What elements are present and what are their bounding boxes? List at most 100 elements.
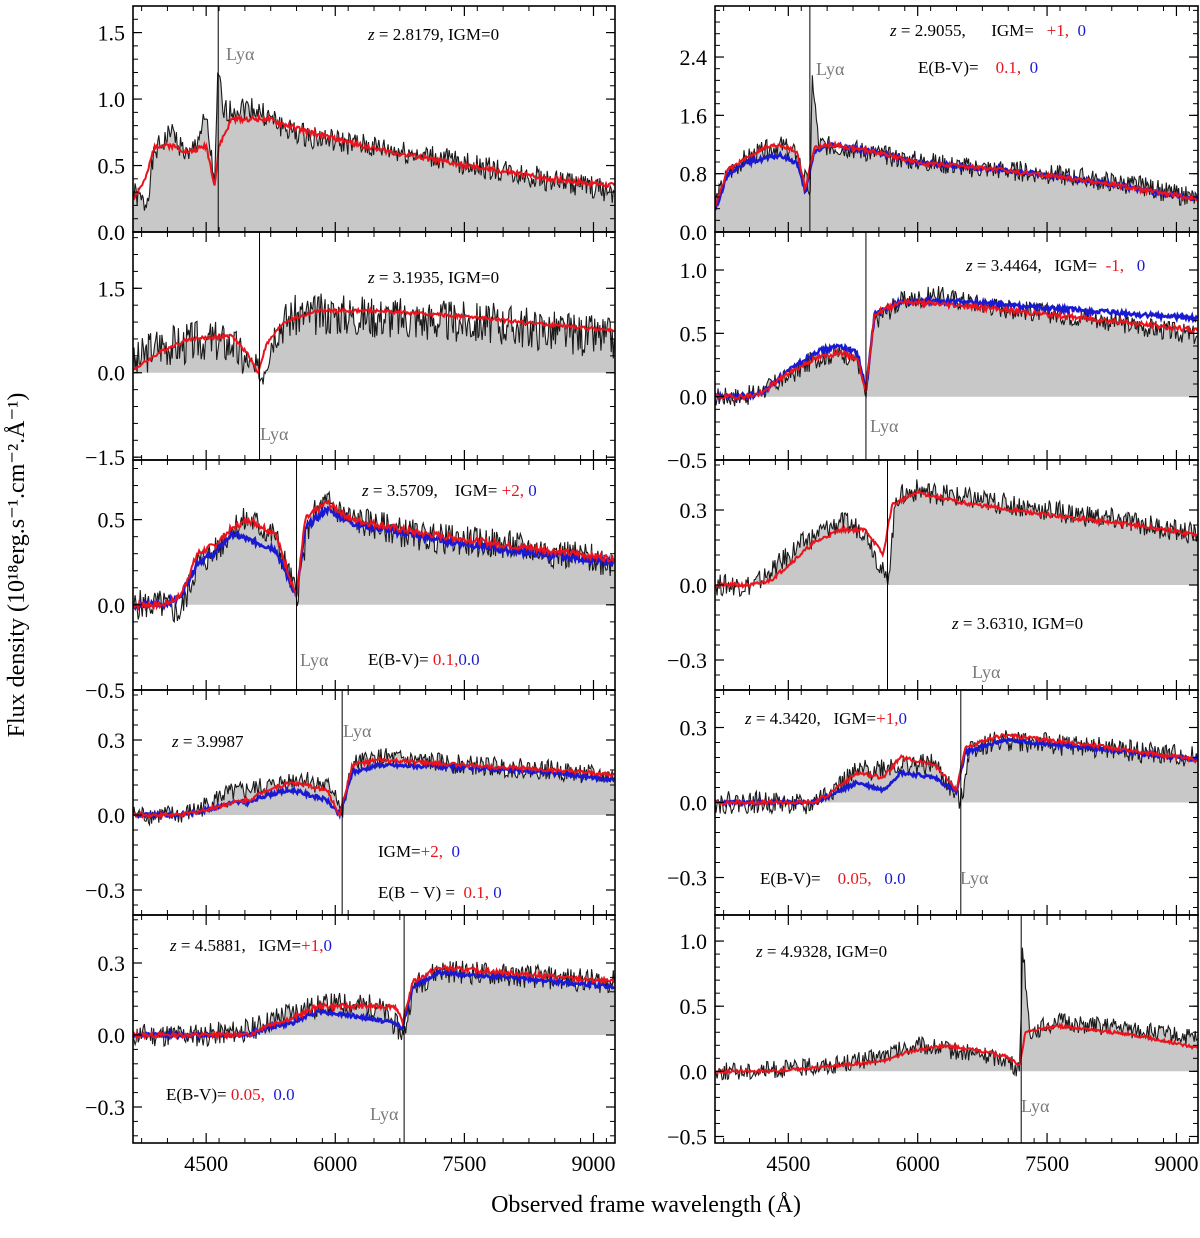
redshift-symbol: z xyxy=(744,709,752,728)
observed-spectrum-line xyxy=(715,479,1198,597)
ytick-label: 0.3 xyxy=(98,951,126,976)
lya-label: Lyα xyxy=(960,868,989,888)
model-line-red xyxy=(133,306,615,375)
panel-annotation: E(B-V)= 0.1, 0 xyxy=(918,58,1038,77)
ytick-label: 0.8 xyxy=(680,162,708,187)
observed-fill xyxy=(133,293,615,373)
plot-area xyxy=(715,286,1198,407)
plot-area xyxy=(715,479,1198,597)
annotation-text: = 2.8179, IGM=0 xyxy=(375,25,499,44)
plot-area xyxy=(133,72,615,232)
panel-z-3.4464: Lyα −0.5 0.0 0.5 1.0 z = 3.4464, IGM= -1, 0 xyxy=(667,231,1199,473)
panel-annotation: z = 4.3420, IGM=+1,0 xyxy=(744,709,907,728)
panel-annotation: z = 3.5709, IGM= +2, 0 xyxy=(361,481,537,500)
ytick-label: 0.0 xyxy=(98,361,126,386)
annotation-segment: -1, xyxy=(1106,256,1124,275)
y-axis-label: Flux density (10¹⁸erg.s⁻¹.cm⁻².Å⁻¹) xyxy=(4,393,30,738)
xtick-label: 6000 xyxy=(313,1151,357,1176)
ytick-label: −1.5 xyxy=(85,445,125,470)
annotation-segment: z = 4.9328, IGM=0 xyxy=(755,942,887,961)
panel-annotation: E(B-V)= 0.05, 0.0 xyxy=(760,869,906,888)
model-line-blue xyxy=(133,505,615,612)
annotation-text: = 4.9328, IGM=0 xyxy=(763,942,887,961)
xtick-label: 9000 xyxy=(571,1151,615,1176)
ytick-label: 2.4 xyxy=(680,45,708,70)
annotation-text: = 3.5709, IGM= xyxy=(369,481,502,500)
annotation-segment: 0.0 xyxy=(265,1085,295,1104)
ytick-label: 1.0 xyxy=(680,929,708,954)
redshift-symbol: z xyxy=(361,481,369,500)
plot-area xyxy=(133,960,615,1048)
annotation-segment: 0 xyxy=(898,709,907,728)
xtick-label: 7500 xyxy=(442,1151,486,1176)
ytick-label: −0.5 xyxy=(85,678,125,703)
annotation-segment: E(B-V)= xyxy=(368,650,433,669)
annotation-segment: 0.0 xyxy=(872,869,906,888)
model-line-red xyxy=(715,489,1198,590)
observed-fill xyxy=(715,75,1198,232)
ytick-label: 0.0 xyxy=(98,803,126,828)
observed-spectrum-line xyxy=(133,293,615,385)
model-line-blue xyxy=(715,294,1198,403)
observed-spectrum-line xyxy=(715,947,1198,1081)
redshift-symbol: z xyxy=(171,732,179,751)
plot-area xyxy=(715,947,1198,1081)
panel-annotation: z = 2.8179, IGM=0 xyxy=(367,25,499,44)
ytick-label: −0.5 xyxy=(667,448,707,473)
plot-area xyxy=(133,490,615,623)
panel-annotation: E(B-V)= 0.05, 0.0 xyxy=(166,1085,295,1104)
lya-label: Lyα xyxy=(260,424,289,444)
ytick-label: 0.5 xyxy=(98,508,126,533)
lya-label: Lyα xyxy=(816,59,845,79)
ytick-label: 1.0 xyxy=(680,258,708,283)
xtick-label: 4500 xyxy=(184,1151,228,1176)
annotation-segment: z = 2.8179, IGM=0 xyxy=(367,25,499,44)
annotation-text: = 4.5881, IGM= xyxy=(177,936,301,955)
model-line-red xyxy=(715,296,1198,402)
xtick-label: 4500 xyxy=(766,1151,810,1176)
model-line-red xyxy=(133,963,615,1042)
redshift-symbol: z xyxy=(367,268,375,287)
annotation-segment: z = 2.9055, IGM= xyxy=(889,21,1047,40)
annotation-segment: E(B-V)= xyxy=(918,58,996,77)
ytick-label: 0.5 xyxy=(98,154,126,179)
lya-label: Lyα xyxy=(370,1104,399,1124)
annotation-segment: 0 xyxy=(489,883,502,902)
plot-area xyxy=(133,293,615,385)
lya-label: Lyα xyxy=(226,44,255,64)
annotation-segment: 0 xyxy=(1021,58,1038,77)
annotation-text: = 3.6310, IGM=0 xyxy=(959,614,1083,633)
annotation-segment: 0.1, xyxy=(433,650,459,669)
observed-fill xyxy=(715,286,1198,397)
annotation-segment: +2, xyxy=(502,481,524,500)
annotation-segment: z = 3.4464, IGM= xyxy=(965,256,1106,275)
ytick-label: 1.5 xyxy=(98,276,126,301)
ytick-label: 0.3 xyxy=(98,728,126,753)
ytick-label: 0.3 xyxy=(680,716,708,741)
panel-annotation: z = 3.6310, IGM=0 xyxy=(951,614,1083,633)
ytick-label: 0.0 xyxy=(98,220,126,245)
observed-fill xyxy=(715,947,1198,1072)
annotation-segment: 0.05, xyxy=(231,1085,265,1104)
lya-label: Lyα xyxy=(343,721,372,741)
model-line-red xyxy=(133,113,615,201)
ytick-label: −0.3 xyxy=(667,866,707,891)
observed-fill xyxy=(133,748,615,815)
panel-annotation: z = 3.1935, IGM=0 xyxy=(367,268,499,287)
annotation-segment: z = 3.5709, IGM= xyxy=(361,481,502,500)
redshift-symbol: z xyxy=(951,614,959,633)
annotation-segment: 0.1, xyxy=(463,883,489,902)
annotation-segment: 0 xyxy=(323,936,332,955)
ytick-label: −0.3 xyxy=(667,648,707,673)
annotation-segment: z = 3.6310, IGM=0 xyxy=(951,614,1083,633)
annotation-text: = 3.4464, IGM= xyxy=(973,256,1106,275)
annotation-segment: E(B − V) = xyxy=(378,883,463,902)
ytick-label: 0.5 xyxy=(680,321,708,346)
annotation-segment: 0 xyxy=(1124,256,1145,275)
observed-fill xyxy=(133,960,615,1035)
redshift-symbol: z xyxy=(965,256,973,275)
annotation-segment: IGM= xyxy=(378,842,421,861)
